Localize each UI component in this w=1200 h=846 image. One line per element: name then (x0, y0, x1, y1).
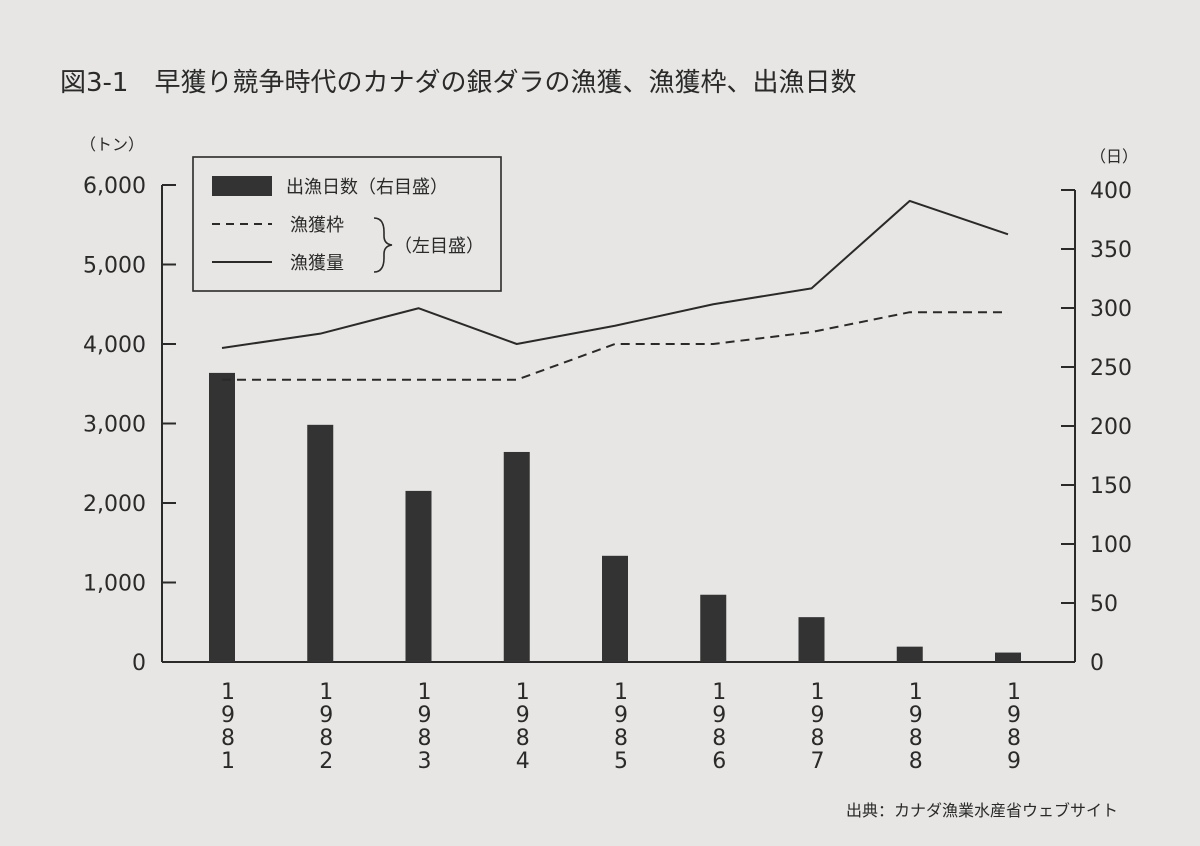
left-tick-label: 6,000 (83, 174, 146, 199)
bar (307, 424, 334, 662)
right-tick-label: 150 (1090, 474, 1132, 499)
legend-quota-label: 漁獲枠 (290, 215, 344, 236)
left-tick-label: 5,000 (83, 254, 146, 279)
right-tick-label: 0 (1090, 651, 1104, 676)
bar (995, 652, 1021, 662)
legend-bar-swatch (212, 176, 272, 196)
legend-bar-label: 出漁日数（右目盛） (286, 177, 448, 198)
catch-line (221, 199, 1009, 349)
left-axis-ticks: 0 1,000 2,000 3,000 4,000 5,000 6,000 (83, 174, 176, 676)
legend-brace (373, 217, 393, 273)
legend: 出漁日数（右目盛） 漁獲枠 漁獲量 （左目盛） (192, 156, 502, 292)
right-axis-ticks: 0 50 100 150 200 250 300 350 400 (1061, 179, 1132, 676)
right-tick-label: 100 (1090, 533, 1132, 558)
right-tick-label: 200 (1090, 415, 1132, 440)
left-tick-label: 3,000 (83, 413, 146, 438)
legend-catch-label: 漁獲量 (290, 253, 344, 274)
line-series (221, 199, 1009, 381)
right-tick-label: 300 (1090, 297, 1132, 322)
right-tick-label: 350 (1090, 238, 1132, 263)
left-tick-label: 2,000 (83, 492, 146, 517)
bar-series (209, 372, 1021, 662)
left-tick-label: 1,000 (83, 572, 146, 597)
quota-line (222, 311, 1008, 381)
legend-group-label: （左目盛） (394, 236, 484, 257)
left-axis-unit: （トン） (80, 135, 144, 154)
right-tick-label: 50 (1090, 592, 1118, 617)
chart-title: 図3-1 早獲り競争時代のカナダの銀ダラの漁獲、漁獲枠、出漁日数 (60, 68, 856, 98)
bar (700, 594, 727, 662)
right-tick-label: 250 (1090, 356, 1132, 381)
left-tick-label: 0 (132, 651, 146, 676)
bar (896, 646, 923, 662)
left-tick-label: 4,000 (83, 333, 146, 358)
x-axis-labels: 1 9 8 1 1 9 8 2 1 9 8 3 1 9 8 4 1 9 8 5 1 9 8 6 1 9 8 7 1 9 8 8 1 9 8 9 (221, 680, 1021, 774)
right-axis-unit: （日） (1090, 147, 1138, 166)
bar (602, 555, 628, 662)
bar (209, 372, 235, 662)
chart-source: 出典：カナダ漁業水産省ウェブサイト (846, 801, 1118, 820)
right-tick-label: 400 (1090, 179, 1132, 204)
bar (503, 451, 530, 662)
bar (405, 490, 432, 662)
bar (798, 617, 825, 662)
